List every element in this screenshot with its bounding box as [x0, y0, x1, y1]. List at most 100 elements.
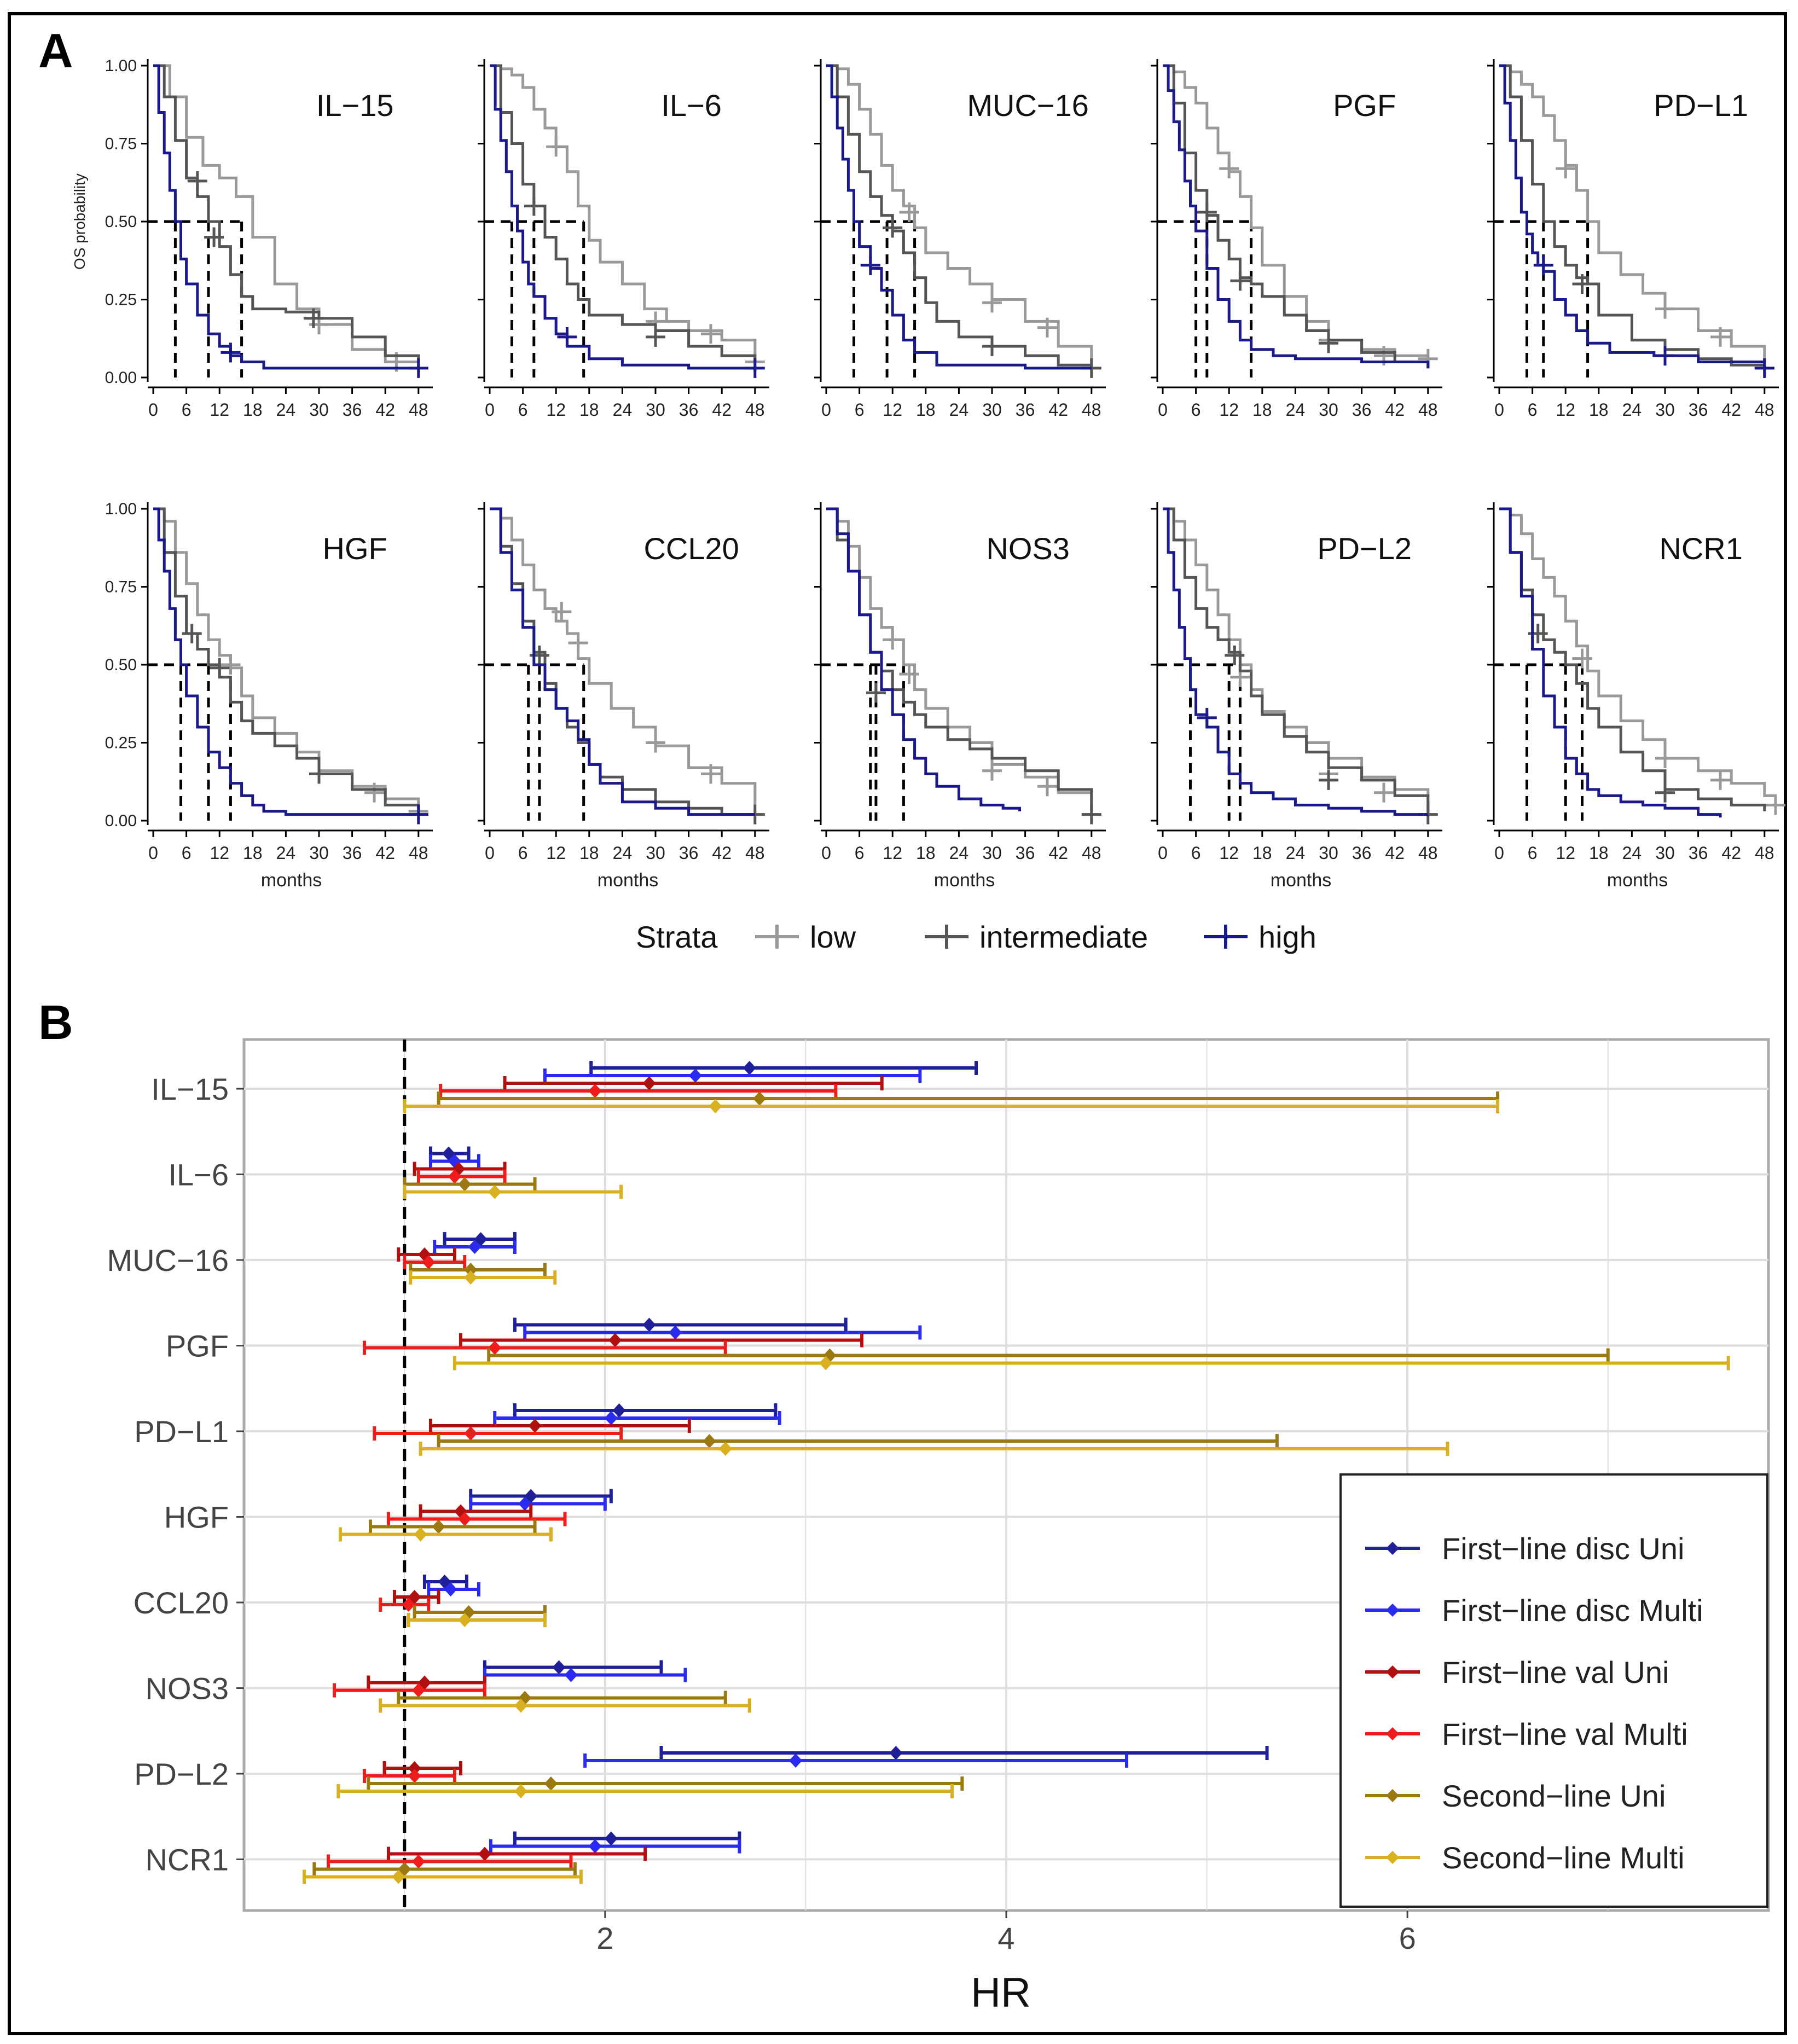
y-tick-label: 0.00 — [105, 812, 137, 830]
forest-series-first-line-disc-multi — [427, 1069, 1128, 1854]
km-curve-high — [490, 64, 757, 371]
x-tick-label: 42 — [712, 843, 732, 863]
x-tick-label: 36 — [1689, 400, 1708, 420]
forest-point-estimate — [889, 1746, 903, 1760]
forest-series-first-line-disc-uni — [422, 1061, 1269, 1846]
forest-x-tick-label: 4 — [997, 1921, 1014, 1955]
forest-series-second-line-uni — [312, 1091, 1610, 1877]
km-panel-title: PD−L2 — [1317, 531, 1412, 566]
forest-point-estimate — [709, 1099, 722, 1113]
x-tick-label: 12 — [883, 400, 902, 420]
y-tick-label: 0.25 — [105, 734, 137, 752]
x-tick-label: 36 — [1352, 843, 1372, 863]
km-panel-pd-l1: 0 6 12 18 24 30 36 42 48 PD−L1 — [1487, 59, 1779, 420]
forest-point-estimate — [612, 1403, 626, 1418]
km-panel-title: PD−L1 — [1654, 88, 1748, 123]
km-legend: Strata low intermediate high — [636, 920, 1316, 954]
x-tick-label: 24 — [1286, 843, 1306, 863]
x-tick-label: 0 — [485, 400, 495, 420]
km-curve-low — [153, 64, 420, 371]
forest-point-estimate — [528, 1419, 542, 1433]
forest-legend-label: Second−line Multi — [1442, 1840, 1685, 1875]
km-legend-label-low: low — [810, 920, 856, 954]
y-tick-label: 0.25 — [105, 291, 137, 309]
x-tick-label: 36 — [1016, 843, 1035, 863]
x-tick-label: 18 — [916, 843, 936, 863]
x-tick-label: 36 — [679, 400, 699, 420]
forest-point-estimate — [408, 1761, 421, 1775]
km-panel-title: IL−15 — [316, 88, 394, 123]
x-tick-label: 18 — [1589, 400, 1609, 420]
x-tick-label: 30 — [309, 843, 329, 863]
forest-point-estimate — [488, 1184, 502, 1199]
y-tick-label: 0.50 — [105, 213, 137, 231]
forest-point-estimate — [608, 1333, 622, 1348]
forest-point-estimate — [458, 1613, 472, 1627]
forest-legend-marker — [1386, 1542, 1399, 1555]
x-tick-label: 30 — [1319, 400, 1338, 420]
forest-category-label: PD−L1 — [134, 1414, 229, 1449]
forest-category-label: IL−6 — [168, 1158, 229, 1192]
x-tick-label: 12 — [883, 843, 902, 863]
y-tick-label: 0.50 — [105, 656, 137, 674]
km-curve-low — [490, 64, 757, 359]
x-tick-label: 48 — [409, 843, 428, 863]
forest-legend-marker — [1386, 1727, 1399, 1740]
forest-point-estimate — [564, 1668, 578, 1682]
x-tick-label: 24 — [613, 843, 633, 863]
x-tick-label: 18 — [1589, 843, 1609, 863]
x-tick-label: 6 — [1528, 400, 1538, 420]
x-axis-title: months — [261, 870, 322, 891]
x-tick-label: 0 — [148, 843, 158, 863]
x-tick-label: 12 — [546, 400, 566, 420]
km-curve-low — [826, 64, 1093, 362]
forest-point-estimate — [642, 1076, 656, 1090]
km-curve-intermediate — [153, 64, 420, 368]
forest-category-label: HGF — [164, 1500, 229, 1535]
forest-legend-label: Second−line Uni — [1442, 1779, 1666, 1813]
forest-legend-label: First−line val Uni — [1442, 1655, 1669, 1689]
x-tick-label: 42 — [712, 400, 732, 420]
x-tick-label: 12 — [546, 843, 566, 863]
x-tick-label: 18 — [1252, 400, 1272, 420]
x-tick-label: 18 — [243, 400, 263, 420]
forest-series-first-line-val-multi — [326, 1084, 838, 1869]
x-tick-label: 24 — [276, 400, 296, 420]
x-tick-label: 18 — [916, 400, 936, 420]
panel-label-a: A — [38, 24, 73, 78]
forest-point-estimate — [458, 1177, 472, 1192]
x-tick-label: 48 — [745, 843, 765, 863]
km-legend-label-intermediate: intermediate — [979, 920, 1148, 954]
x-tick-label: 0 — [821, 400, 831, 420]
forest-point-estimate — [514, 1698, 527, 1713]
x-tick-label: 48 — [1755, 843, 1774, 863]
km-curve-high — [826, 507, 1021, 811]
forest-point-estimate — [488, 1340, 502, 1355]
km-panel-title: HGF — [323, 531, 387, 566]
x-tick-label: 30 — [646, 400, 665, 420]
x-tick-label: 12 — [1556, 400, 1575, 420]
x-tick-label: 0 — [485, 843, 495, 863]
x-tick-label: 24 — [949, 400, 969, 420]
forest-series-first-line-val-uni — [367, 1076, 884, 1861]
x-tick-label: 42 — [375, 843, 395, 863]
x-tick-label: 18 — [579, 400, 599, 420]
x-tick-label: 0 — [1158, 843, 1168, 863]
km-panel-title: NCR1 — [1659, 531, 1742, 566]
km-curve-low — [1163, 507, 1430, 809]
x-tick-label: 30 — [1319, 843, 1338, 863]
forest-legend-marker — [1386, 1789, 1399, 1802]
x-tick-label: 6 — [855, 400, 865, 420]
forest-point-estimate — [703, 1434, 716, 1448]
x-tick-label: 48 — [745, 400, 765, 420]
x-axis-title: months — [934, 870, 995, 891]
y-tick-label: 0.00 — [105, 369, 137, 387]
km-panel-title: CCL20 — [643, 531, 739, 566]
forest-point-estimate — [718, 1442, 732, 1456]
forest-point-estimate — [514, 1784, 527, 1798]
x-tick-label: 42 — [1721, 400, 1741, 420]
x-tick-label: 6 — [855, 843, 865, 863]
x-tick-label: 0 — [1158, 400, 1168, 420]
km-curve-intermediate — [490, 507, 755, 816]
